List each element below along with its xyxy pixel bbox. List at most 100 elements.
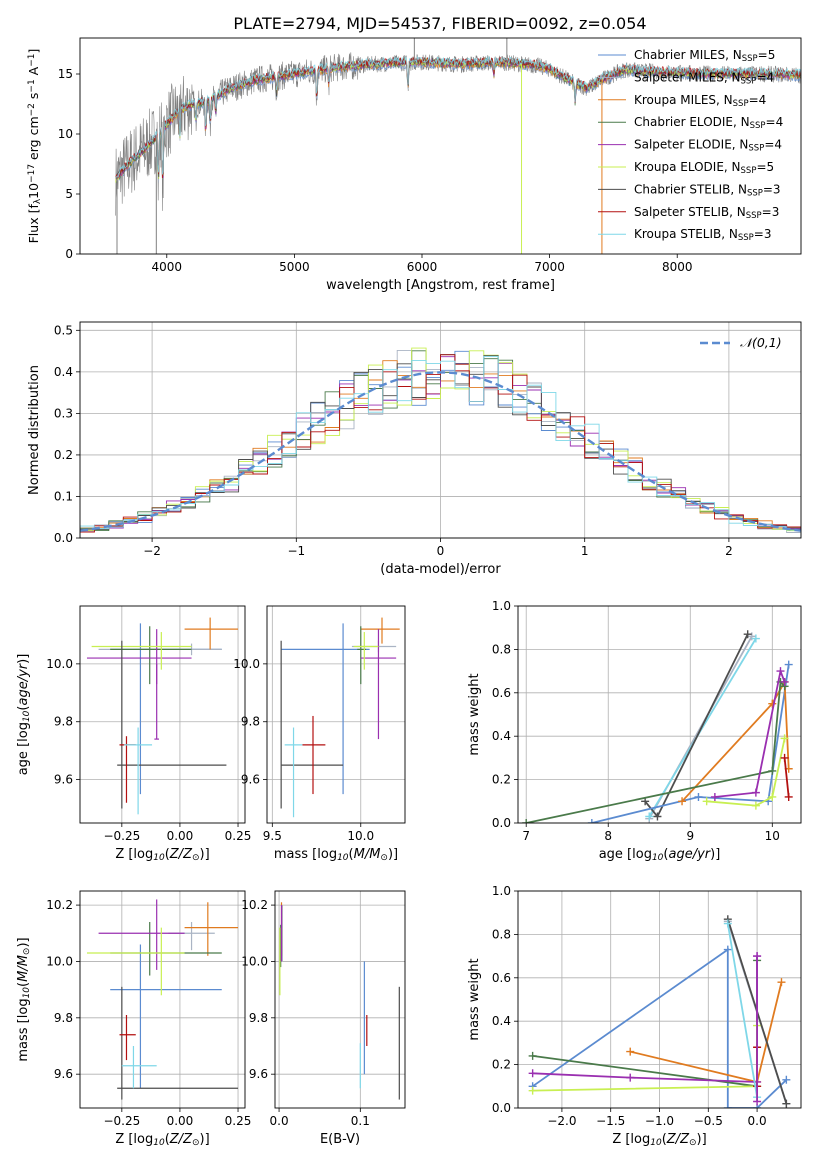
plot-body xyxy=(528,915,791,1108)
y-tick-label: 9.6 xyxy=(249,1067,268,1081)
label-part: A xyxy=(26,66,41,79)
label-part: ⊙ xyxy=(192,1138,200,1148)
label-part: =4 xyxy=(756,70,774,84)
label-part: )] xyxy=(16,654,31,664)
weight-marker xyxy=(653,812,662,821)
y-axis-label: Normed distribution xyxy=(27,365,42,495)
label-part: =5 xyxy=(758,48,776,62)
y-tick-label: 10.0 xyxy=(46,954,73,968)
weight-marker xyxy=(702,797,711,806)
x-axis-label: Z [log10(Z/Z⊙)] xyxy=(115,847,209,863)
label-part: =4 xyxy=(749,93,767,107)
x-tick-label: 10.0 xyxy=(347,829,374,843)
y-tick-label: 0.2 xyxy=(54,448,73,462)
label-part: age [log xyxy=(16,722,31,775)
x-tick-label: 0.25 xyxy=(225,829,252,843)
legend-label: Salpeter MILES, NSSP=4 xyxy=(634,70,774,86)
y-tick-label: 9.6 xyxy=(241,773,260,787)
x-tick-label: −2 xyxy=(143,544,161,558)
y-tick-label: 0.4 xyxy=(492,1014,511,1028)
y-axis-label: mass weight xyxy=(467,673,482,755)
weight-line xyxy=(714,667,786,798)
y-tick-label: 1.0 xyxy=(492,599,511,613)
y-tick-label: 0.0 xyxy=(54,531,73,545)
weight-marker xyxy=(522,819,531,823)
weight-marker xyxy=(751,801,760,810)
x-tick-label: −1 xyxy=(287,544,305,558)
label-part: mass [log xyxy=(274,847,337,862)
y-axis-label: Flux [fλ10−17 erg cm−2 s−1 A−1] xyxy=(26,49,43,244)
y-tick-label: 0.4 xyxy=(492,729,511,743)
label-part: SSP xyxy=(738,233,754,243)
y-tick-label: 10.0 xyxy=(233,657,260,671)
y-tick-label: 9.6 xyxy=(54,773,73,787)
weight-marker xyxy=(751,788,760,797)
label-part: λ xyxy=(33,198,43,204)
x-tick-label: 0.0 xyxy=(270,1114,289,1128)
label-part: −2 xyxy=(27,103,37,116)
y-tick-label: 0.3 xyxy=(54,406,73,420)
label-part: −1 xyxy=(27,54,37,67)
legend-label: 𝒩(0,1) xyxy=(740,335,782,350)
axes-frame xyxy=(266,605,406,824)
model-spectrum-line xyxy=(115,58,801,182)
label-part: (data-model)/error xyxy=(380,562,501,577)
x-tick-label: 10 xyxy=(765,829,780,843)
y-tick-label: 0.4 xyxy=(54,365,73,379)
label-part: )] xyxy=(710,847,720,862)
x-tick-label: 6000 xyxy=(407,260,438,274)
plot-residuals: −2 −1 0 1 2 0.0 0.1 0.2 0.3 0.4 0.5 (data-model)/er… xyxy=(27,321,802,577)
x-axis-label: Z [log10(Z/Z⊙)] xyxy=(115,1132,209,1148)
weight-line xyxy=(526,679,786,823)
label-part: Z/Z xyxy=(169,1132,193,1147)
label-part: 10 xyxy=(26,183,41,199)
normal-curve xyxy=(80,371,801,532)
histogram-step xyxy=(80,355,801,538)
label-part: ⊙ xyxy=(192,853,200,863)
label-part: Z [log xyxy=(612,1132,650,1147)
weight-marker xyxy=(694,792,703,801)
weight-line xyxy=(726,923,758,1098)
label-part: Z/Z xyxy=(169,847,193,862)
label-part: ( xyxy=(16,706,31,711)
x-tick-label: −0.25 xyxy=(103,829,140,843)
label-part: =3 xyxy=(754,227,772,241)
weight-line xyxy=(591,664,790,823)
plot-ebv-mass: 0.0 0.1 9.6 9.8 10.0 10.2 E(B-V) xyxy=(241,890,406,1147)
y-tick-label: 10.2 xyxy=(241,898,268,912)
y-tick-label: 9.8 xyxy=(54,1011,73,1025)
x-tick-label: 0.25 xyxy=(225,1114,252,1128)
weight-marker xyxy=(768,792,777,801)
weight-marker xyxy=(528,1069,537,1078)
weight-marker xyxy=(753,952,762,961)
figure-title: PLATE=2794, MJD=54537, FIBERID=0092, z=0… xyxy=(233,14,646,33)
axes-frame xyxy=(517,890,802,1109)
x-tick-label: 0.00 xyxy=(167,1114,194,1128)
weight-line xyxy=(783,757,790,798)
y-tick-label: 0.6 xyxy=(492,686,511,700)
label-part: ( xyxy=(16,982,31,987)
label-part: )] xyxy=(388,847,398,862)
label-part: M/M xyxy=(16,955,31,982)
plot-zw-weight: −2.0 −1.5 −1.0 −0.5 0.0 0.0 0.2 0.4 0.6 0.8 1.0 Z [… xyxy=(467,884,802,1148)
legend-label: Kroupa MILES, NSSP=4 xyxy=(634,93,766,109)
label-part: 10 xyxy=(22,987,32,999)
plot-body xyxy=(86,899,239,1100)
x-tick-label: 7000 xyxy=(534,260,565,274)
plot-body xyxy=(280,617,400,818)
weight-marker xyxy=(782,1075,791,1084)
weight-marker xyxy=(780,734,789,743)
weight-marker xyxy=(743,630,752,639)
label-part: age/yr xyxy=(668,847,711,862)
label-part: 10 xyxy=(652,853,664,863)
weight-marker xyxy=(710,792,719,801)
label-part: SSP xyxy=(741,166,757,176)
weight-marker xyxy=(723,945,732,954)
x-axis-label: wavelength [Angstrom, rest frame] xyxy=(326,278,555,293)
label-part: SSP xyxy=(748,144,764,154)
weight-marker xyxy=(777,978,786,987)
label-part: SSP xyxy=(750,121,766,131)
axes-frame xyxy=(79,321,802,539)
